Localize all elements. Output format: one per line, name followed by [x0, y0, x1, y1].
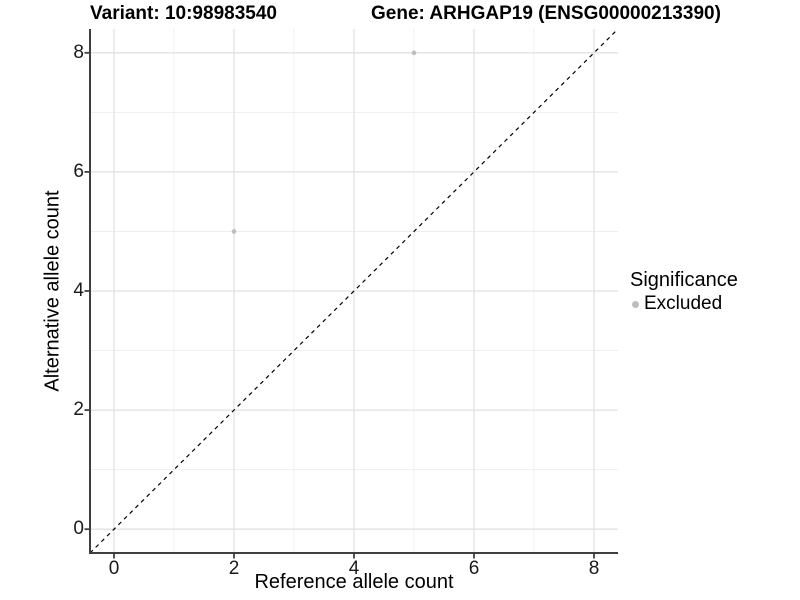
x-tick-label: 2 [228, 558, 240, 579]
legend-point-swatch [632, 300, 639, 308]
y-tick-label: 8 [73, 41, 84, 63]
x-tick-label: 6 [468, 558, 480, 579]
gene-title: Gene: ARHGAP19 (ENSG00000213390) [371, 3, 721, 24]
x-tick-label: 8 [588, 558, 600, 579]
y-tick-label: 2 [73, 399, 84, 421]
legend-title: Significance [630, 269, 738, 291]
legend-item-label: Excluded [644, 293, 723, 314]
y-tick-label: 6 [73, 160, 84, 182]
y-tick-label: 4 [73, 280, 84, 301]
variant-title: Variant: 10:98983540 [90, 3, 277, 24]
data-point [411, 50, 417, 56]
legend-item-excluded: Excluded [632, 293, 738, 315]
identity-line [89, 28, 619, 554]
x-tick-label: 0 [108, 558, 120, 579]
x-axis-label: Reference allele count [254, 571, 454, 593]
legend: Significance Excluded [630, 268, 738, 315]
y-tick-label: 0 [73, 518, 84, 540]
data-point [231, 229, 237, 234]
x-tick-label: 4 [348, 558, 360, 579]
